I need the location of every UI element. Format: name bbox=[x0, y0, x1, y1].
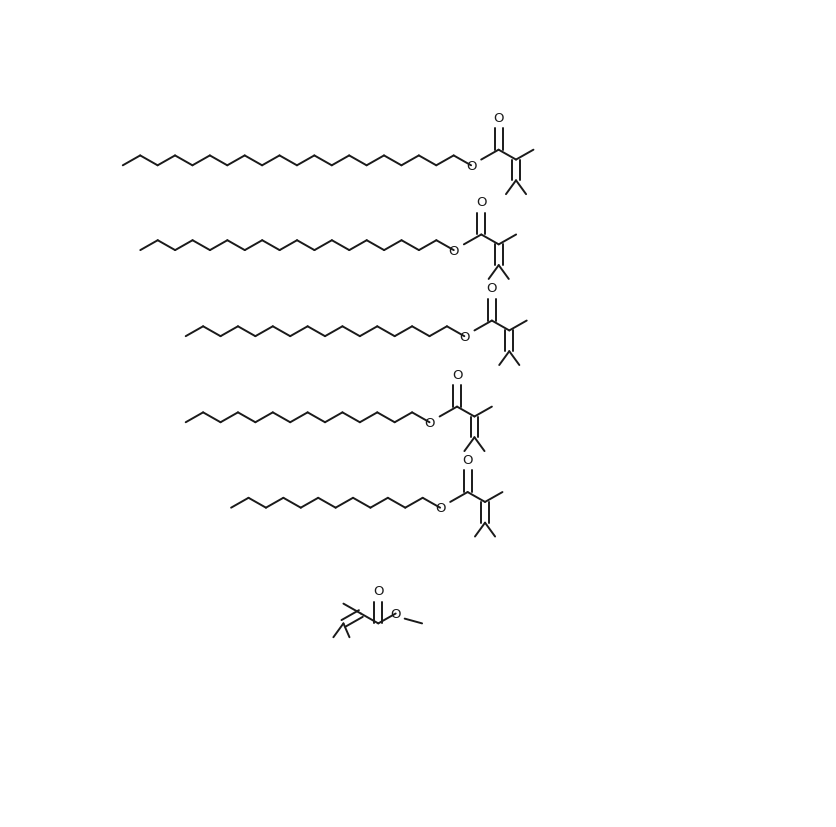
Text: O: O bbox=[492, 112, 503, 124]
Text: O: O bbox=[466, 160, 476, 173]
Text: O: O bbox=[451, 368, 461, 381]
Text: O: O bbox=[486, 282, 497, 295]
Text: O: O bbox=[448, 244, 458, 257]
Text: O: O bbox=[459, 330, 469, 343]
Text: O: O bbox=[424, 416, 434, 429]
Text: O: O bbox=[373, 585, 383, 598]
Text: O: O bbox=[476, 196, 486, 209]
Text: O: O bbox=[390, 607, 400, 620]
Text: O: O bbox=[435, 501, 445, 514]
Text: O: O bbox=[461, 453, 472, 466]
